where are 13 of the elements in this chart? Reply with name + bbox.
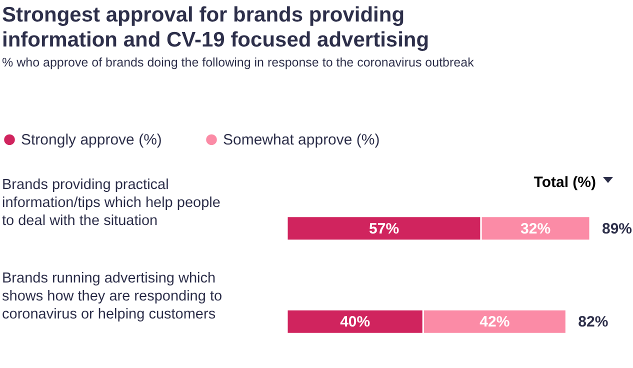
data-label: 42% [480,314,510,331]
y-tick-label: Brands running advertising which shows how they are responding to coronavirus or helping customers [2,270,222,322]
data-label: 40% [340,314,370,331]
data-label: 57% [369,220,400,238]
legend-label: Strongly approve (%) [21,132,162,149]
total-label: 89% [602,220,632,238]
annotation: Total (%) [534,174,596,191]
chart-title: Strongest approval for brands providing information and CV-19 focused advertising [2,4,430,52]
legend-label: Somewhat approve (%) [223,132,380,149]
data-label: 32% [520,220,551,238]
total-label: 82% [578,314,608,331]
y-tick-label: Brands providing practical information/tips which help people to deal with the situation [2,177,220,229]
chart-subtitle: % who approve of brands doing the following in response to the coronavirus outbreak [2,56,475,70]
